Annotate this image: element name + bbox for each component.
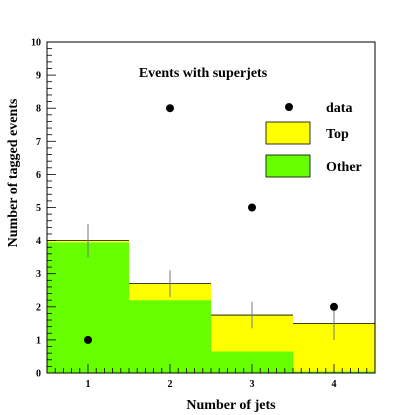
- y-tick-label-7: 7: [36, 137, 41, 148]
- legend-label-other: Other: [326, 160, 362, 175]
- data-point-4: [330, 302, 338, 311]
- y-tick-label-9: 9: [36, 71, 41, 82]
- error-bars: [87, 224, 335, 340]
- x-tick-label-4: 4: [332, 379, 337, 390]
- bar-other-3: [211, 351, 293, 373]
- y-tick-label-3: 3: [36, 269, 41, 280]
- legend-swatch-other: [265, 154, 311, 178]
- y-tick-label-8: 8: [36, 104, 41, 115]
- y-axis-label: Number of tagged events: [6, 98, 21, 247]
- y-tick-label-2: 2: [36, 302, 41, 313]
- bar-other-2: [129, 300, 211, 373]
- data-point-2: [166, 104, 174, 113]
- legend-swatch-top: [265, 121, 311, 145]
- data-point-3: [248, 203, 256, 212]
- y-tick-label-5: 5: [36, 203, 41, 214]
- y-tick-label-10: 10: [31, 38, 41, 49]
- y-tick-label-1: 1: [36, 335, 41, 346]
- x-tick-label-2: 2: [168, 379, 173, 390]
- x-axis: 1 2 3 4: [46, 364, 376, 390]
- bar-other-1: [47, 242, 129, 373]
- stacked-bars: [47, 240, 375, 373]
- chart-title: Events with superjets: [139, 66, 268, 81]
- data-points: [84, 104, 338, 344]
- y-tick-label-0: 0: [36, 369, 41, 380]
- legend-marker-data: [285, 103, 293, 111]
- x-axis-label: Number of jets: [186, 398, 276, 413]
- legend-label-top: Top: [326, 127, 349, 142]
- legend-label-data: data: [326, 101, 352, 116]
- y-tick-label-4: 4: [36, 236, 41, 247]
- x-tick-label-3: 3: [250, 379, 255, 390]
- y-tick-label-6: 6: [36, 170, 41, 181]
- x-tick-label-1: 1: [86, 379, 91, 390]
- legend: data Top Other: [265, 101, 362, 178]
- data-point-1: [84, 335, 92, 344]
- y-axis: 0 1 2 3 4 5 6 7 8 9 10: [31, 38, 56, 380]
